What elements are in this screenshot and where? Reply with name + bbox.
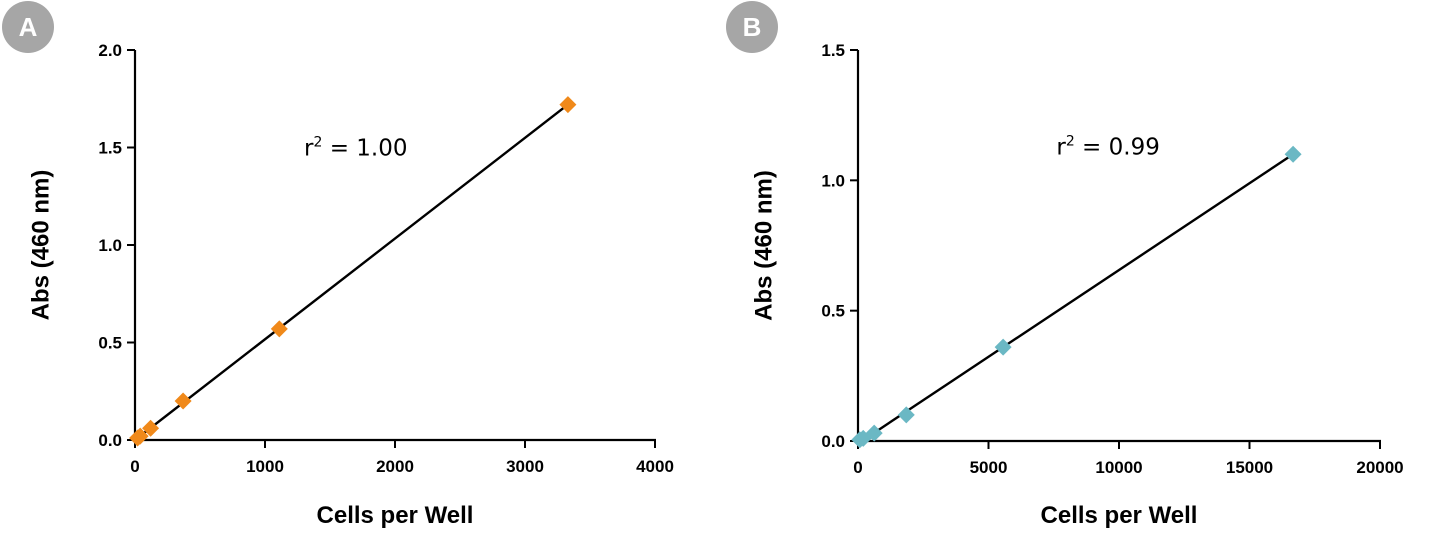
x-tick-label: 0 [853,458,862,477]
panel-badge [726,1,778,53]
data-point [559,96,577,114]
y-tick-label: 1.0 [98,236,122,255]
x-tick-label: 4000 [636,457,674,476]
panel-badge [2,1,54,53]
r-squared-value: = 1.00 [322,136,407,162]
data-point [142,419,160,437]
x-tick-label: 20000 [1356,458,1403,477]
x-tick-label: 5000 [970,458,1008,477]
data-point [865,424,883,442]
y-tick-label: 0.0 [98,431,122,450]
y-tick-label: 0.5 [821,302,845,321]
x-axis-title: Cells per Well [1041,502,1198,529]
panel-a: A 0.0 0.5 1.0 1.5 2.0 0 1000 2000 3000 4000 Cells p… [2,1,674,529]
y-tick-label: 1.5 [821,41,845,60]
y-axis-title: Abs (460 nm) [27,170,54,321]
data-point [1284,145,1302,163]
fit-line [857,153,1294,445]
y-tick-label: 1.0 [821,171,845,190]
r-squared-base: r [304,136,314,162]
y-tick-label: 2.0 [98,41,122,60]
r-squared-annotation: r2 = 0.99 [1056,133,1160,160]
r-squared-sup: 2 [313,135,322,151]
x-tick-label: 15000 [1226,458,1273,477]
y-tick-label: 1.5 [98,139,122,158]
r-squared-sup: 2 [1066,133,1075,149]
y-axis-title: Abs (460 nm) [750,170,777,321]
panel-b: B 0.0 0.5 1.0 1.5 0 5000 10000 15000 20000 Cells p… [726,1,1404,529]
r-squared-value: = 0.99 [1075,134,1160,160]
x-tick-label: 10000 [1095,458,1142,477]
x-tick-label: 0 [130,457,139,476]
x-axis-title: Cells per Well [317,502,474,529]
x-tick-label: 2000 [376,457,414,476]
data-point [131,427,149,445]
y-tick-label: 0.0 [821,432,845,451]
fit-line [134,103,569,441]
data-point [994,338,1012,356]
data-point [174,392,192,410]
x-tick-label: 1000 [246,457,284,476]
r-squared-annotation: r2 = 1.00 [304,135,408,162]
x-tick-label: 3000 [506,457,544,476]
data-point [897,406,915,424]
r-squared-base: r [1056,134,1066,160]
y-tick-label: 0.5 [98,334,122,353]
data-point [270,320,288,338]
panel-label: B [743,12,762,42]
panel-label: A [19,12,38,42]
